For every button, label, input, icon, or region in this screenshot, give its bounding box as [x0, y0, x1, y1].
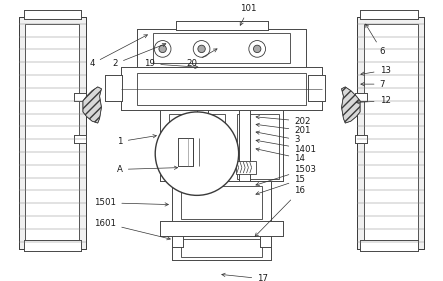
Bar — [105, 75, 122, 101]
Text: A: A — [117, 165, 178, 174]
Bar — [206, 260, 237, 269]
Circle shape — [155, 112, 239, 195]
Bar — [260, 236, 271, 247]
Bar — [308, 75, 325, 101]
Bar — [360, 240, 418, 251]
Bar — [160, 110, 283, 182]
Bar — [172, 236, 183, 247]
Bar — [160, 110, 283, 182]
Bar — [137, 28, 306, 67]
Bar — [354, 93, 366, 101]
Bar — [175, 21, 268, 30]
Bar — [160, 221, 283, 236]
Text: 201: 201 — [256, 123, 311, 135]
Circle shape — [253, 45, 261, 53]
Bar — [23, 240, 81, 251]
Bar — [172, 236, 183, 247]
Text: 13: 13 — [361, 66, 391, 75]
Text: 7: 7 — [361, 80, 385, 89]
Bar — [360, 10, 418, 19]
Bar — [308, 75, 325, 101]
Text: 1501: 1501 — [94, 198, 168, 207]
Polygon shape — [83, 87, 101, 123]
Bar — [172, 182, 271, 223]
Text: 101: 101 — [240, 4, 257, 25]
Text: 6: 6 — [365, 24, 385, 56]
Bar — [364, 24, 418, 244]
Bar — [197, 110, 208, 182]
Bar — [25, 24, 79, 244]
Bar — [206, 260, 237, 269]
Bar — [153, 33, 290, 63]
Bar — [360, 240, 418, 251]
Bar — [105, 75, 122, 101]
Circle shape — [193, 40, 210, 57]
Bar — [23, 10, 81, 19]
Circle shape — [249, 40, 265, 57]
Text: 1503: 1503 — [256, 165, 316, 186]
Text: 1401: 1401 — [256, 139, 316, 153]
Bar — [74, 93, 85, 101]
Bar — [137, 73, 306, 105]
Text: 202: 202 — [256, 115, 311, 126]
Text: 3: 3 — [256, 131, 300, 144]
Bar — [74, 93, 85, 101]
Text: 20: 20 — [186, 49, 217, 68]
Bar — [260, 236, 271, 247]
Text: 12: 12 — [356, 96, 391, 105]
Bar — [19, 17, 85, 249]
Text: 1: 1 — [117, 135, 156, 146]
Bar — [358, 17, 424, 249]
Bar — [175, 21, 268, 30]
Bar — [358, 17, 424, 249]
Bar — [354, 135, 366, 142]
Bar — [19, 17, 85, 249]
Bar — [74, 135, 85, 142]
Text: 19: 19 — [144, 59, 198, 69]
Polygon shape — [342, 87, 360, 123]
Bar — [354, 93, 366, 101]
Bar — [172, 236, 271, 260]
Text: 1601: 1601 — [94, 219, 170, 240]
Bar — [209, 268, 234, 273]
Bar — [74, 135, 85, 142]
Bar — [209, 268, 234, 273]
Bar — [172, 182, 271, 223]
Bar — [172, 236, 271, 260]
Text: 17: 17 — [222, 273, 268, 281]
Text: 14: 14 — [256, 148, 305, 163]
Text: 4: 4 — [89, 35, 148, 68]
Bar — [169, 114, 225, 179]
Bar — [354, 135, 366, 142]
Bar — [237, 114, 279, 179]
Bar — [239, 110, 250, 182]
Bar — [236, 161, 256, 174]
Bar — [188, 161, 208, 174]
Circle shape — [154, 40, 171, 57]
Bar — [360, 10, 418, 19]
Text: 16: 16 — [255, 186, 305, 236]
Text: 15: 15 — [256, 175, 305, 195]
Bar — [179, 138, 193, 166]
Bar — [197, 110, 208, 182]
Text: 2: 2 — [113, 43, 166, 68]
Bar — [121, 67, 322, 110]
Bar — [181, 239, 262, 257]
Circle shape — [198, 45, 205, 53]
Bar — [179, 138, 193, 166]
Bar — [160, 221, 283, 236]
Bar — [23, 240, 81, 251]
Bar — [23, 10, 81, 19]
Circle shape — [159, 45, 166, 53]
Bar — [121, 67, 322, 110]
Bar — [181, 186, 262, 219]
Bar — [239, 110, 250, 182]
Bar — [137, 28, 306, 67]
